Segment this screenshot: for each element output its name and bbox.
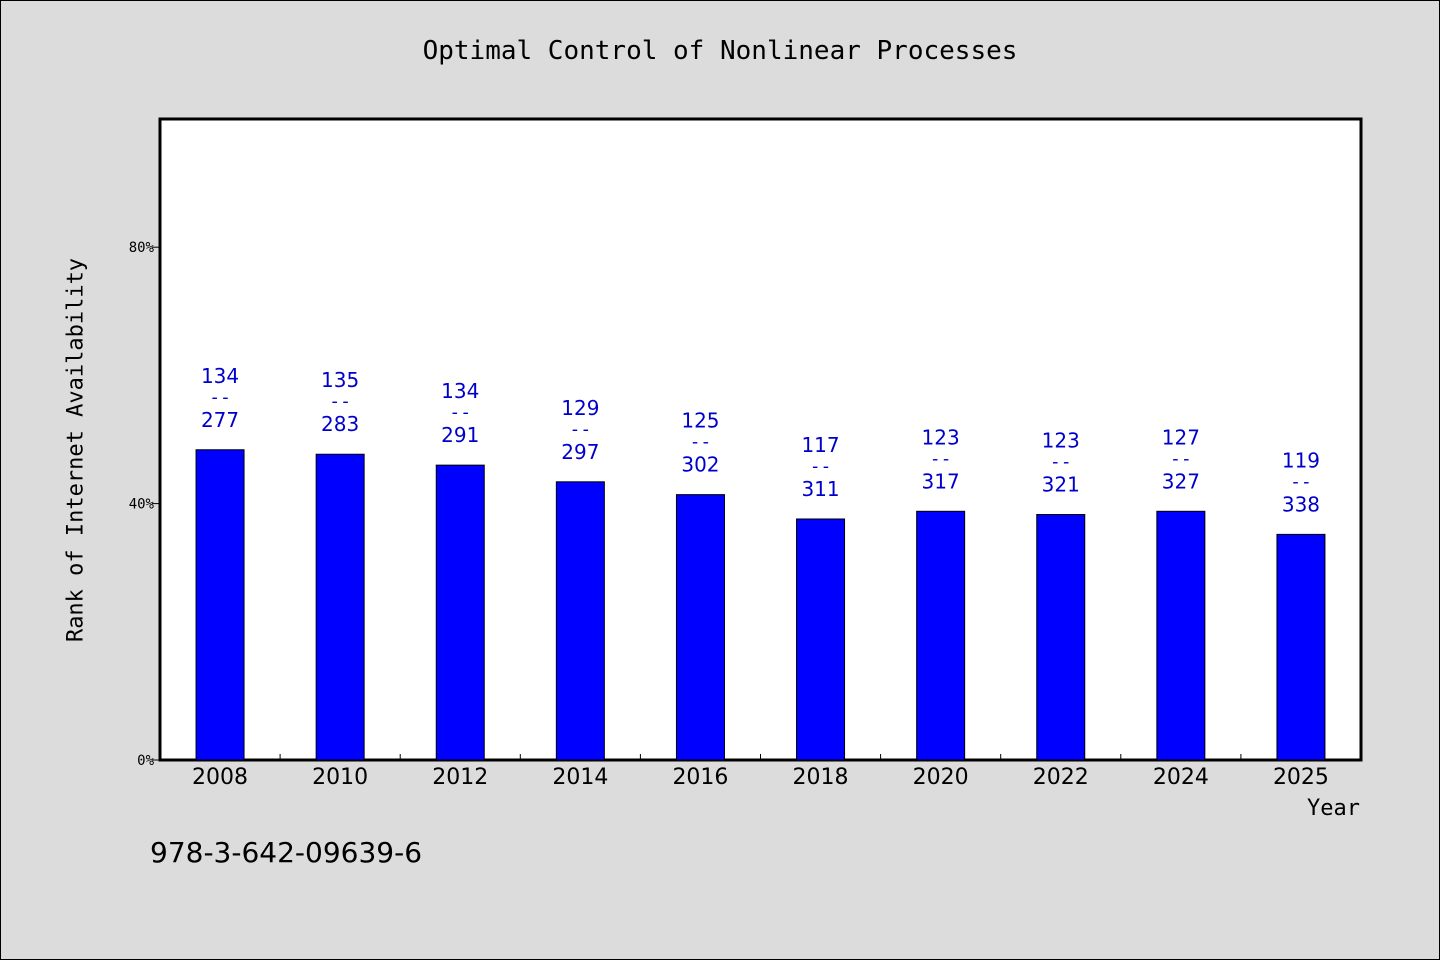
bar-label-top: 135	[321, 368, 359, 392]
x-tick-label: 2014	[552, 765, 608, 790]
y-axis-title: Rank of Internet Availability	[63, 257, 89, 643]
x-tick-label: 2018	[793, 765, 849, 790]
bar-label-bottom: 338	[1282, 492, 1320, 516]
bar-label-top: 129	[561, 396, 599, 420]
bar-label-bottom: 283	[321, 412, 359, 436]
bar-label-bottom: 277	[201, 408, 239, 432]
x-tick-label: 2022	[1033, 765, 1089, 790]
x-tick-label: 2008	[192, 765, 248, 790]
bar-label-bottom: 311	[801, 477, 839, 501]
x-axis-title: Year	[1307, 796, 1360, 821]
bar-2024	[1156, 510, 1206, 761]
y-axis: 0% 40% 80%	[129, 240, 160, 769]
bar-label-separator: --	[570, 419, 592, 440]
bar-label-top: 117	[801, 433, 839, 457]
y-tick-label: 40%	[129, 497, 155, 513]
x-tick-label: 2010	[312, 765, 368, 790]
bar-label-separator: --	[930, 448, 952, 469]
bar-labels-group: 134--277135--283134--291129--297125--302…	[201, 364, 1320, 517]
bar-label-separator: --	[1290, 471, 1312, 492]
bar-2008	[195, 449, 245, 761]
bar-2010	[315, 453, 365, 761]
bar-label-separator: --	[1170, 448, 1192, 469]
bar-2014	[555, 481, 605, 761]
bar-label-top: 125	[681, 409, 719, 433]
bar-2020	[916, 510, 966, 761]
chart-title: Optimal Control of Nonlinear Processes	[422, 36, 1018, 66]
bar-label-top: 134	[201, 364, 239, 388]
bar-label-separator: --	[329, 391, 351, 412]
x-tick-label: 2020	[913, 765, 969, 790]
x-axis: 2008 2010 2012 2014 2016 2018 2020 2022 2024 2025	[192, 754, 1329, 790]
bar-label-top: 123	[1042, 428, 1080, 452]
isbn-label: 978-3-642-09639-6	[150, 836, 423, 869]
bar-label-separator: --	[690, 432, 712, 453]
bar-label-top: 119	[1282, 448, 1320, 472]
bar-label-separator: --	[810, 456, 832, 477]
x-tick-label: 2024	[1153, 765, 1209, 790]
x-tick-label: 2025	[1273, 765, 1329, 790]
bar-label-separator: --	[1050, 451, 1072, 472]
bar-label-top: 127	[1162, 425, 1200, 449]
bar-2012	[435, 464, 485, 761]
x-tick-label: 2012	[432, 765, 488, 790]
bar-2025	[1276, 533, 1326, 761]
bar-label-bottom: 317	[922, 469, 960, 493]
bar-label-bottom: 291	[441, 423, 479, 447]
bar-2016	[675, 494, 725, 761]
y-tick-label: 80%	[129, 240, 155, 256]
bar-2018	[796, 518, 846, 761]
bar-label-top: 123	[922, 425, 960, 449]
bar-2022	[1036, 513, 1086, 761]
bar-label-bottom: 297	[561, 440, 599, 464]
x-tick-label: 2016	[672, 765, 728, 790]
y-tick-label: 0%	[137, 753, 154, 769]
bar-label-bottom: 321	[1042, 472, 1080, 496]
bar-label-separator: --	[449, 402, 471, 423]
bars-group	[195, 449, 1326, 761]
bar-label-separator: --	[209, 387, 231, 408]
bar-label-top: 134	[441, 379, 479, 403]
bar-label-bottom: 327	[1162, 469, 1200, 493]
bar-label-bottom: 302	[681, 453, 719, 477]
